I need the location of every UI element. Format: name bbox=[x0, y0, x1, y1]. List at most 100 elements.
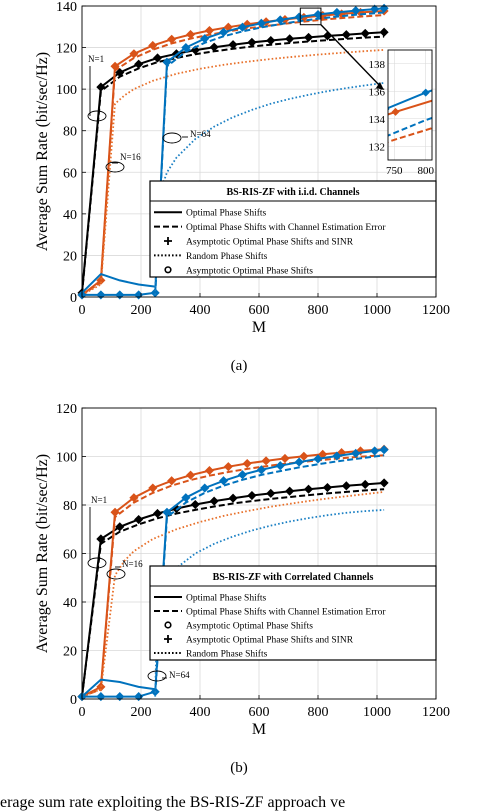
inset-series-line bbox=[325, 326, 478, 387]
x-axis-label: M bbox=[252, 319, 266, 336]
series-blue-solid bbox=[77, 445, 389, 702]
data-point bbox=[379, 3, 389, 13]
tick-labels: 0 200 400 600 800 1000 1200 0 20 40 60 80 100 120 bbox=[56, 402, 450, 720]
data-point bbox=[190, 499, 200, 510]
data-point bbox=[280, 453, 290, 464]
x-tick-label: 1000 bbox=[363, 705, 391, 720]
inset-series bbox=[325, 88, 478, 387]
legend: BS-RIS-ZF with Correlated Channels Optima… bbox=[149, 565, 437, 661]
annotation-label: N=16 bbox=[122, 559, 143, 569]
tick-labels: 0 200 400 600 800 1000 1200 0 20 40 60 80 100 120 140 bbox=[56, 0, 450, 318]
inset-data-point bbox=[421, 88, 430, 97]
series-line bbox=[81, 273, 156, 294]
data-point bbox=[237, 22, 248, 32]
series-black-dashed bbox=[81, 35, 385, 294]
inset-box bbox=[387, 49, 433, 161]
y-axis-label: Average Sum Rate (bit/sec/Hz) bbox=[34, 52, 51, 251]
data-point bbox=[247, 490, 257, 501]
y-tick-label: 100 bbox=[56, 451, 77, 466]
legend-title: BS-RIS-ZF with Correlated Channels bbox=[213, 572, 374, 583]
y-tick-label: 100 bbox=[56, 83, 77, 98]
x-tick-label: 1200 bbox=[422, 705, 450, 720]
data-point bbox=[285, 486, 295, 496]
legend-label: Optimal Phase Shifts with Channel Estima… bbox=[186, 607, 386, 618]
series-blue-solid bbox=[81, 273, 156, 294]
legend-swatch-circle bbox=[164, 266, 172, 274]
inset-x-tick-label: 800 bbox=[417, 165, 434, 177]
data-point bbox=[256, 18, 266, 28]
legend-box bbox=[149, 565, 437, 661]
y-tick-label: 80 bbox=[63, 499, 77, 514]
trailing-body-text: erage sum rate exploiting the BS-RIS-ZF … bbox=[0, 794, 346, 811]
x-tick-label: 600 bbox=[249, 303, 270, 318]
data-point bbox=[294, 457, 304, 467]
caption-a: (a) bbox=[230, 358, 248, 374]
data-point bbox=[242, 458, 252, 469]
annotation-ellipse bbox=[106, 568, 126, 580]
data-point bbox=[237, 470, 248, 480]
annotation-label: N=1 bbox=[91, 495, 107, 505]
data-point bbox=[256, 465, 266, 475]
data-point bbox=[204, 465, 215, 476]
series-black-solid bbox=[77, 478, 389, 702]
annotation-label: N=1 bbox=[88, 54, 104, 64]
series-line bbox=[81, 488, 385, 697]
annotation-ellipse bbox=[87, 110, 107, 122]
annotation-label: N=64 bbox=[190, 129, 211, 139]
series-line bbox=[81, 49, 385, 296]
y-tick-label: 120 bbox=[56, 402, 77, 417]
series-line bbox=[81, 454, 385, 698]
legend-label: Random Phase Shifts bbox=[186, 251, 268, 262]
x-tick-label: 1200 bbox=[422, 303, 450, 318]
data-point bbox=[341, 481, 351, 491]
legend-swatch-circle bbox=[164, 621, 172, 629]
caption-b: (b) bbox=[230, 760, 248, 776]
annotations: N=1 N=16 N=64 bbox=[87, 495, 190, 682]
data-point bbox=[322, 482, 333, 493]
data-point bbox=[261, 456, 271, 466]
data-point bbox=[228, 493, 238, 503]
data-point bbox=[313, 454, 323, 464]
y-tick-label: 60 bbox=[63, 166, 77, 181]
series-black-dashed bbox=[81, 488, 385, 697]
x-tick-label: 200 bbox=[131, 303, 152, 318]
inset-y-tick-label: 134 bbox=[369, 114, 386, 126]
series-line bbox=[81, 35, 385, 294]
data-point bbox=[200, 483, 210, 493]
series-blue-solid bbox=[81, 678, 156, 698]
y-tick-label: 0 bbox=[70, 693, 77, 708]
annotation-label: N=16 bbox=[120, 152, 141, 162]
data-point bbox=[275, 461, 285, 471]
data-point bbox=[379, 27, 389, 37]
series-blue-dotted bbox=[154, 82, 385, 295]
series-line bbox=[81, 678, 156, 698]
data-point bbox=[299, 451, 309, 461]
x-tick-label: 0 bbox=[79, 705, 86, 720]
annotation-ellipse bbox=[105, 161, 125, 173]
zoom-source-box bbox=[299, 7, 322, 26]
annotation-ellipse bbox=[162, 132, 182, 144]
x-tick-label: 200 bbox=[131, 705, 152, 720]
chart-a: 0 200 400 600 800 1000 1200 0 20 40 60 80 100 120 140 M… bbox=[34, 0, 478, 387]
data-point bbox=[341, 30, 351, 40]
y-tick-label: 40 bbox=[63, 208, 77, 223]
data-point bbox=[332, 451, 342, 461]
legend-label: Optimal Phase Shifts bbox=[186, 208, 267, 219]
data-point bbox=[209, 496, 219, 506]
data-point bbox=[162, 507, 172, 517]
x-tick-label: 400 bbox=[190, 303, 211, 318]
legend-title: BS-RIS-ZF with i.i.d. Channels bbox=[227, 187, 360, 198]
y-tick-label: 140 bbox=[56, 0, 77, 15]
y-tick-label: 0 bbox=[70, 291, 77, 306]
inset-y-tick-label: 132 bbox=[369, 141, 386, 153]
y-tick-label: 20 bbox=[63, 645, 77, 660]
y-tick-label: 40 bbox=[63, 596, 77, 611]
x-tick-label: 400 bbox=[190, 705, 211, 720]
legend: BS-RIS-ZF with i.i.d. Channels Optimal Ph… bbox=[149, 180, 437, 278]
y-tick-label: 60 bbox=[63, 548, 77, 563]
legend-label: Asymptotic Optimal Phase Shifts bbox=[186, 621, 313, 632]
series-line bbox=[154, 82, 385, 295]
y-tick-label: 120 bbox=[56, 42, 77, 57]
legend-swatch-plus bbox=[164, 635, 172, 643]
